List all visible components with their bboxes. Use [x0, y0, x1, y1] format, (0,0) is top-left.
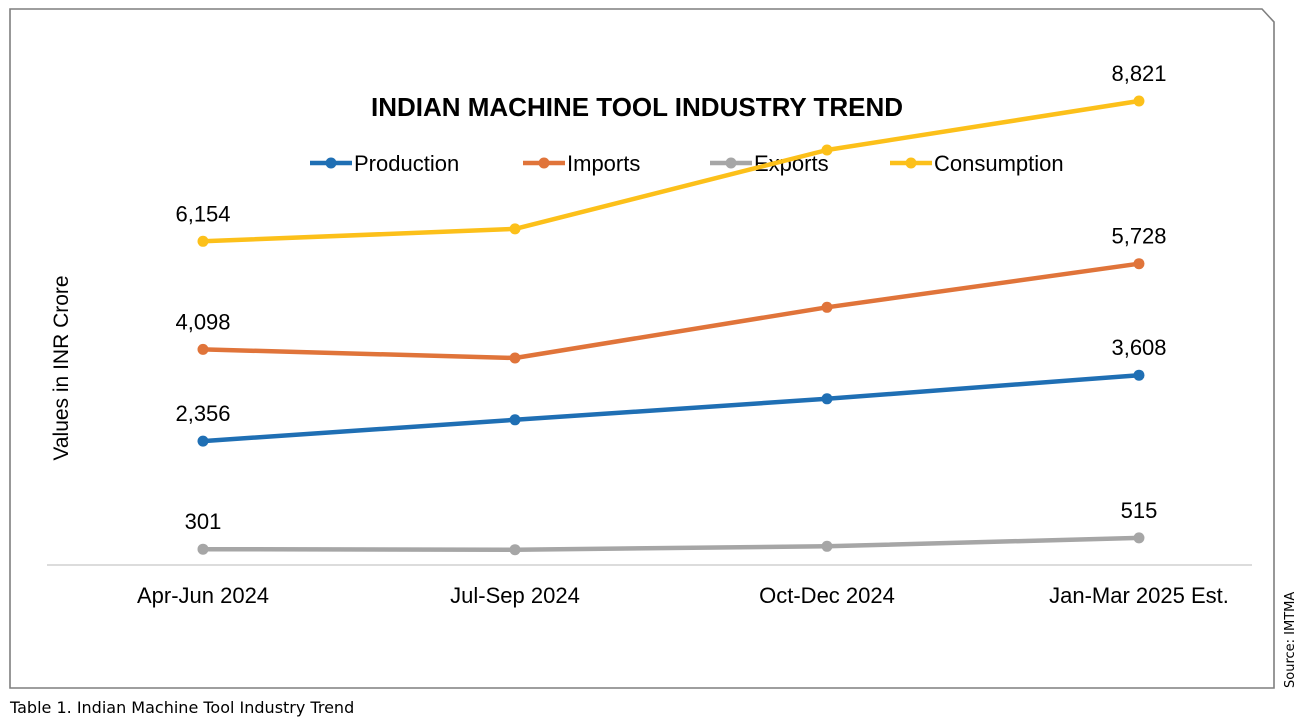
- data-labels: 2,356 3,608 4,098 5,728 301 515 6,154 8,821: [175, 61, 1166, 534]
- chart-title: INDIAN MACHINE TOOL INDUSTRY TREND: [371, 92, 903, 122]
- data-label-imports: 5,728: [1111, 224, 1166, 249]
- series-consumption: [197, 95, 1145, 247]
- data-point-imports: [821, 301, 833, 313]
- legend-item-exports: Exports: [710, 151, 829, 176]
- x-tick-label: Apr-Jun 2024: [137, 583, 269, 608]
- series-imports: [197, 258, 1145, 364]
- x-tick-label: Oct-Dec 2024: [759, 583, 895, 608]
- series-line-consumption: [200, 98, 1142, 244]
- data-point-production: [197, 435, 209, 447]
- source-note: Source: IMTMA: [1283, 592, 1298, 688]
- series-line-imports: [200, 261, 1142, 361]
- data-point-consumption: [821, 144, 833, 156]
- data-point-exports: [509, 544, 521, 556]
- data-point-consumption: [509, 223, 521, 235]
- legend-label: Imports: [567, 151, 640, 176]
- legend-label: Production: [354, 151, 459, 176]
- data-point-exports: [197, 543, 209, 555]
- legend-swatch-marker: [538, 157, 550, 169]
- x-axis-ticks: Apr-Jun 2024 Jul-Sep 2024 Oct-Dec 2024 Jan-…: [137, 583, 1229, 608]
- legend: Production Imports Exports Consumption: [310, 151, 1064, 176]
- series-exports: [197, 532, 1145, 556]
- data-label-production: 3,608: [1111, 335, 1166, 360]
- legend-swatch-marker: [905, 157, 917, 169]
- data-label-consumption: 8,821: [1111, 61, 1166, 86]
- x-tick-label: Jan-Mar 2025 Est.: [1049, 583, 1229, 608]
- series-line-production: [200, 372, 1142, 444]
- data-point-production: [1133, 369, 1145, 381]
- legend-swatch-marker: [725, 157, 737, 169]
- x-tick-label: Jul-Sep 2024: [450, 583, 580, 608]
- legend-swatch-marker: [325, 157, 337, 169]
- data-label-consumption: 6,154: [175, 201, 230, 226]
- legend-item-consumption: Consumption: [890, 151, 1064, 176]
- series-layer: [197, 95, 1145, 556]
- data-point-production: [509, 414, 521, 426]
- series-production: [197, 369, 1145, 447]
- data-point-production: [821, 393, 833, 405]
- data-point-exports: [1133, 532, 1145, 544]
- legend-item-production: Production: [310, 151, 459, 176]
- y-axis-title: Values in INR Crore: [50, 275, 73, 460]
- data-point-exports: [821, 540, 833, 552]
- data-point-consumption: [1133, 95, 1145, 107]
- legend-label: Consumption: [934, 151, 1064, 176]
- legend-item-imports: Imports: [523, 151, 640, 176]
- chart-frame: [9, 8, 1275, 689]
- data-label-imports: 4,098: [175, 309, 230, 334]
- data-label-exports: 515: [1121, 498, 1158, 523]
- data-point-imports: [509, 352, 521, 364]
- data-point-consumption: [197, 235, 209, 247]
- data-point-imports: [1133, 258, 1145, 270]
- figure-caption: Table 1. Indian Machine Tool Industry Tr…: [9, 698, 354, 717]
- data-point-imports: [197, 343, 209, 355]
- series-line-exports: [200, 535, 1142, 552]
- data-label-exports: 301: [185, 509, 222, 534]
- data-label-production: 2,356: [175, 401, 230, 426]
